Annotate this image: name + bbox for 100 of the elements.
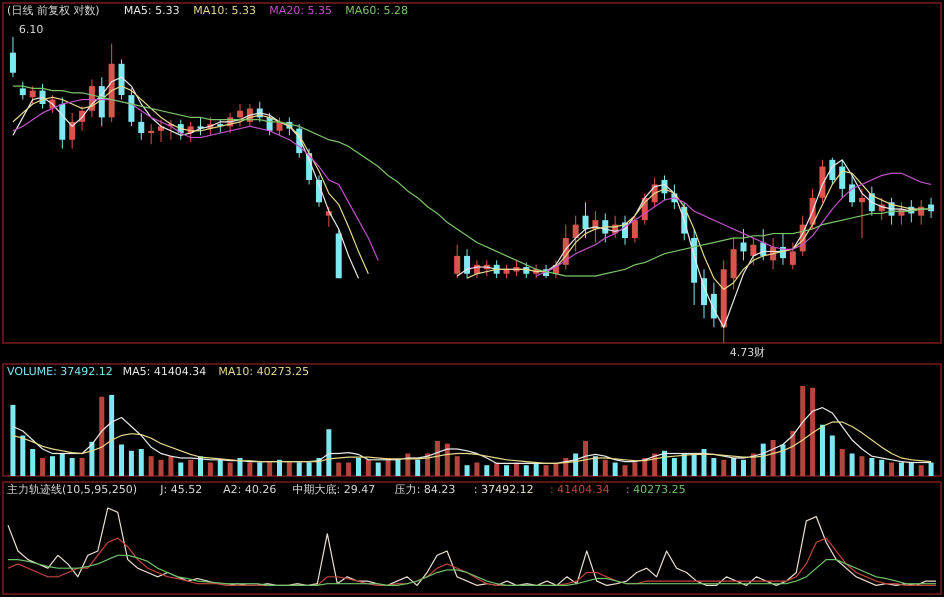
bar [770,440,776,476]
bar [366,460,371,476]
bar [208,462,213,476]
bar [583,440,588,476]
bar [405,454,410,476]
bar [760,444,766,476]
bar [810,388,816,476]
bar [830,436,835,476]
candlestick [582,202,589,239]
candlestick [849,174,856,208]
bar [672,458,677,476]
bar [544,465,549,476]
bar [346,462,352,476]
bar [721,460,726,476]
bar [711,458,716,476]
bar [178,462,184,476]
bar [238,458,242,476]
bar [692,454,697,476]
series-label: VOLUME: 37492.12 [7,365,113,378]
bar [296,462,302,476]
bar [918,465,924,476]
bar [553,462,558,476]
candlestick [829,157,836,185]
bar [464,465,470,476]
bar [524,465,529,476]
bar [109,395,114,476]
candlestick [10,36,16,78]
bar [415,460,420,476]
candlestick [790,242,796,270]
bar [218,460,223,476]
bar [119,444,124,476]
bar [60,454,65,476]
bar [800,386,806,476]
bar [662,450,668,476]
bar [850,454,855,476]
candlestick [504,264,510,279]
bar [128,450,134,476]
bar [376,462,381,476]
bar [612,462,618,476]
candlestick [30,86,36,105]
bar [158,460,164,476]
bar [286,462,292,476]
text: MA5: 41404.34 [122,365,206,378]
bar [859,456,864,476]
candlestick [276,116,282,136]
text: MA5: 5.33 [124,4,180,17]
bar [928,462,934,476]
bar [257,462,262,476]
bar [840,449,845,476]
bar [10,404,16,476]
bar [70,458,75,476]
bar [148,456,154,476]
bar [247,462,252,476]
candlestick [237,104,243,127]
bar [454,456,460,476]
bar [306,462,312,476]
bar [889,462,894,476]
bar [731,458,736,476]
candlestick [839,159,846,198]
bar [514,462,519,476]
bar [780,444,786,476]
text: MA60: 5.28 [345,4,408,17]
bar [188,460,194,476]
candlestick [454,244,460,279]
bar [326,429,332,476]
text: J: 45.52 [159,483,202,496]
bar [20,436,26,476]
bar [474,462,480,476]
text: A2: 40.26 [223,483,276,496]
candlestick [632,215,638,243]
bar [750,454,756,476]
text: : 37492.12 [474,483,534,496]
bar [30,449,36,476]
text: : 41404.34 [550,483,610,496]
bar [879,460,884,476]
bar [444,444,450,476]
text: 6.10 [18,23,44,36]
bar [504,465,510,476]
bar [908,462,914,476]
bar [138,449,144,476]
bar [602,460,608,476]
text: MA10: 40273.25 [218,365,310,378]
bar [702,449,706,476]
bar [395,460,400,476]
text: MA10: 5.33 [193,4,256,17]
bar [494,462,500,476]
bar [682,454,687,476]
candlestick [858,188,865,239]
bar [80,458,85,476]
candlestick [572,215,579,252]
bar [740,460,746,476]
candlestick [750,238,756,266]
candlestick [20,81,26,100]
bar [99,396,104,476]
bar [632,462,638,476]
candlestick [138,112,144,140]
bar [267,462,272,476]
bar [356,458,361,476]
bar [484,465,490,476]
bar [228,462,233,476]
